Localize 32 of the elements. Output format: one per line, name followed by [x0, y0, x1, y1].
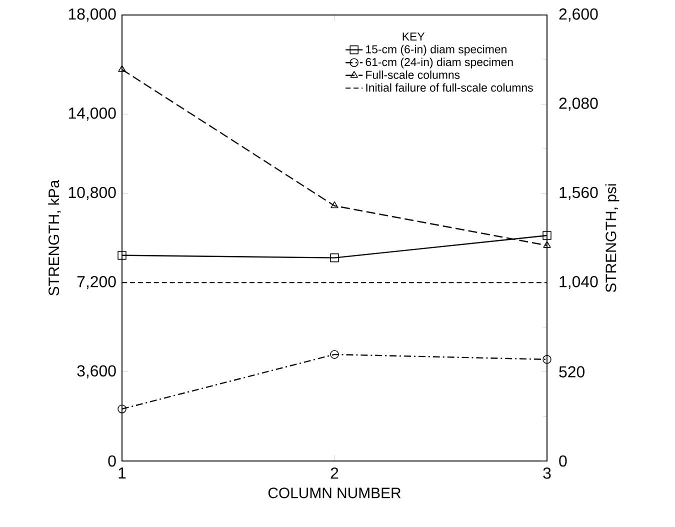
y-tick-label: 10,800 — [68, 186, 116, 200]
point — [543, 241, 551, 248]
y-tick-label: 3,600 — [77, 365, 116, 378]
y2-tick-label: 1,040 — [560, 276, 598, 290]
legend-title: KEY — [402, 32, 425, 40]
legend-label: 61-cm (24-in) diam specimen — [366, 58, 513, 68]
point — [330, 253, 339, 262]
x-tick-label: 1 — [118, 468, 126, 478]
x-tick-label: 2 — [330, 468, 338, 479]
y-tick-label: 18,000 — [68, 8, 116, 22]
legend-label: 15-cm (6-in) diam specimen — [366, 44, 506, 56]
y2-tick-label: 520 — [559, 366, 584, 378]
point — [118, 250, 126, 260]
x-tick-label: 3 — [543, 468, 551, 479]
point — [330, 201, 338, 208]
y2-axis-title: STRENGTH, psi — [605, 184, 620, 292]
point — [330, 350, 339, 359]
y-tick-label: 7,200 — [77, 276, 116, 290]
legend-label: Initial failure of full-scale columns — [366, 83, 533, 92]
point — [118, 404, 126, 414]
y-tick-label: 14,000 — [68, 108, 116, 121]
y-axis-title: STRENGTH, kPa — [48, 180, 61, 296]
point — [542, 355, 552, 364]
y2-tick-label: 2,600 — [559, 8, 598, 22]
point — [542, 231, 552, 240]
x-axis-title: COLUMN NUMBER — [268, 488, 401, 498]
y2-tick-label: 2,080 — [559, 98, 598, 111]
legend-label: Full-scale columns — [366, 70, 460, 79]
y2-tick-label: 1,560 — [560, 186, 598, 200]
y-tick-label: 0 — [108, 455, 116, 467]
point — [118, 65, 126, 72]
y2-tick-label: 0 — [559, 455, 567, 467]
